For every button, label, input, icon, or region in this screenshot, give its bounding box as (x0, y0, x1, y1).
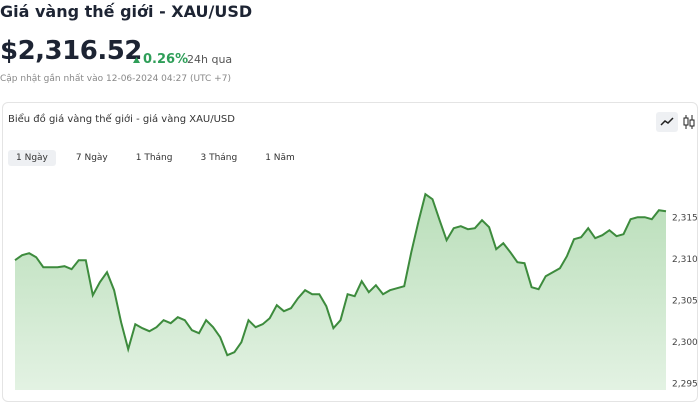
area (15, 194, 666, 390)
range-tab[interactable]: 1 Tháng (128, 150, 181, 166)
y-tick-label: 2,300 (672, 338, 698, 348)
page-title: Giá vàng thế giới - XAU/USD (0, 2, 253, 21)
change-period: 24h qua (187, 53, 233, 66)
up-icon (133, 57, 140, 63)
price: $2,316.52 (0, 36, 142, 66)
price-change: 0.26% (143, 52, 189, 67)
range-tab[interactable]: 3 Tháng (192, 150, 245, 166)
range-tab[interactable]: 7 Ngày (68, 150, 116, 166)
price-line (14, 192, 667, 357)
y-tick-label: 2,305 (672, 297, 698, 307)
y-tick-label: 2,315 (672, 214, 698, 224)
range-tab[interactable]: 1 Ngày (8, 150, 56, 166)
chart: 2,315 2,310 2,305 2,300 2,295 (14, 192, 698, 390)
y-tick-label: 2,310 (672, 255, 698, 265)
range-tabs: 1 Ngày 7 Ngày 1 Tháng 3 Tháng 1 Năm (8, 150, 315, 166)
line-chart-button[interactable] (656, 112, 678, 132)
card-title: Biểu đồ giá vàng thế giới - giá vàng XAU… (8, 114, 235, 125)
range-tab[interactable]: 1 Năm (257, 150, 303, 166)
candle-chart-button[interactable] (682, 114, 696, 130)
update-time: Cập nhật gần nhất vào 12-06-2024 04:27 (… (0, 74, 231, 84)
y-tick-label: 2,295 (672, 380, 698, 390)
